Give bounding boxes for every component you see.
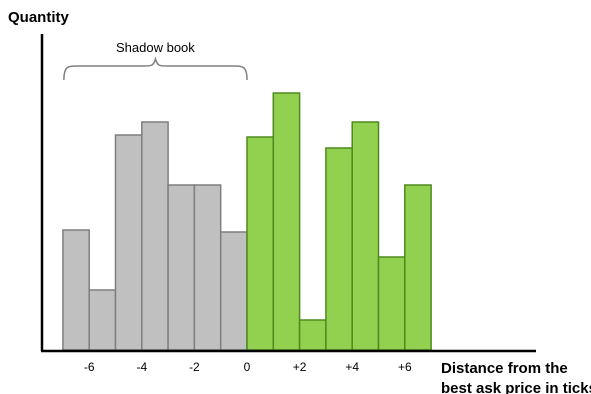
x-axis-label-line2: best ask price in ticks xyxy=(441,380,591,394)
shadow-bar-3 xyxy=(141,121,169,351)
x-axis-label-line1: Distance from the xyxy=(441,360,568,377)
book-bar-9 xyxy=(298,319,327,351)
x-tick-labels: -6 -4 -2 0 +2 +4 +6 xyxy=(84,360,412,374)
shadow-book-brace xyxy=(63,56,248,81)
shadow-bar-4 xyxy=(167,184,196,351)
shadow-bar-1 xyxy=(88,289,117,351)
x-tick-label: 0 xyxy=(244,360,251,374)
shadow-bar-5 xyxy=(193,184,222,351)
brace-path xyxy=(63,56,248,81)
x-tick-label: +4 xyxy=(345,360,359,374)
shadow-bar-2 xyxy=(114,134,143,351)
x-tick-label: -4 xyxy=(136,360,147,374)
shadow-bar-6 xyxy=(219,231,248,351)
book-bar-12 xyxy=(377,256,406,351)
x-tick-label: +6 xyxy=(398,360,412,374)
book-bar-7 xyxy=(246,136,275,351)
x-tick-label: +2 xyxy=(293,360,307,374)
shadow-bar-0 xyxy=(62,229,90,351)
book-bar-11 xyxy=(351,121,380,351)
book-bar-8 xyxy=(272,92,301,351)
bars xyxy=(62,92,432,351)
y-axis-label: Quantity xyxy=(8,9,69,26)
shadow-book-annotation: Shadow book xyxy=(116,40,195,55)
book-bar-10 xyxy=(325,147,353,351)
x-tick-label: -6 xyxy=(84,360,95,374)
x-tick-label: -2 xyxy=(189,360,200,374)
book-bar-13 xyxy=(404,184,432,351)
